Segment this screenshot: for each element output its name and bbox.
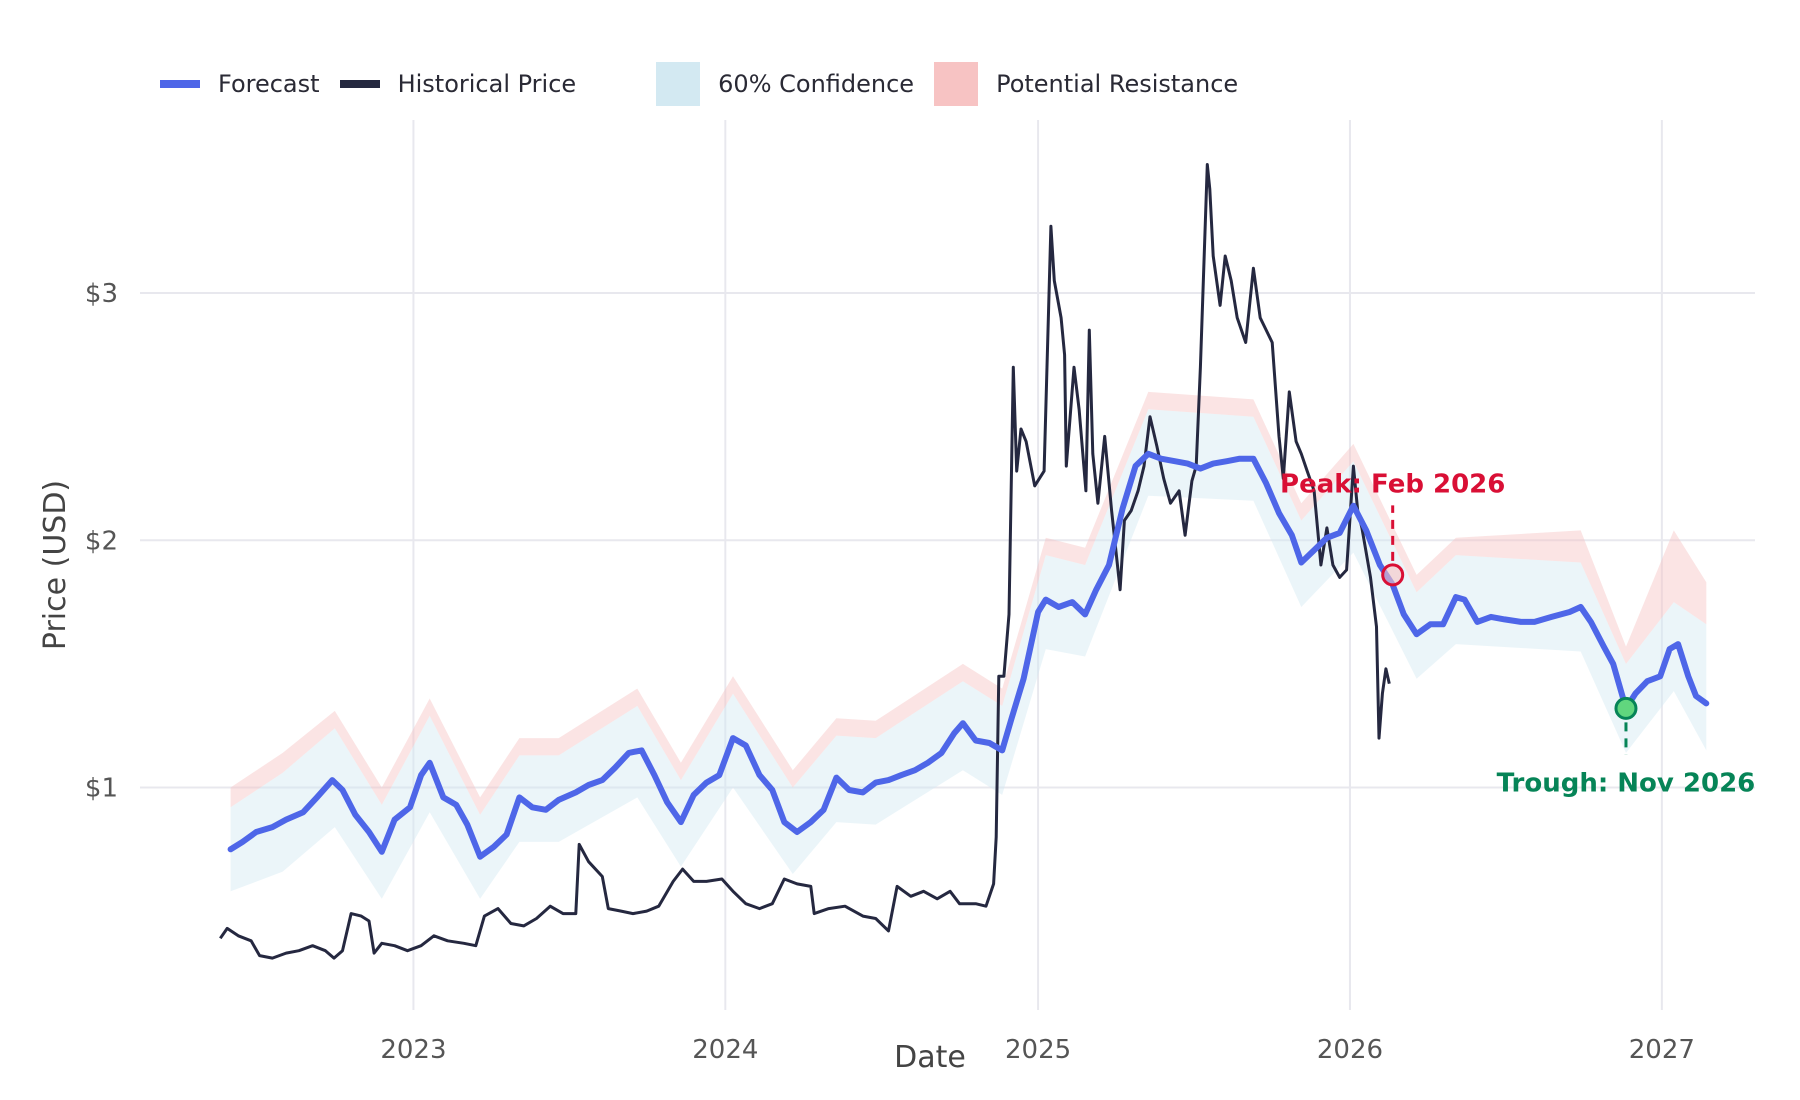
legend-forecast: Forecast	[160, 70, 320, 98]
x-tick-label: 2025	[1005, 1035, 1071, 1065]
resistance-swatch	[934, 62, 979, 106]
chart-legend: Forecast Historical Price 60% Confidence…	[160, 62, 1258, 106]
y-tick-label: $1	[85, 774, 118, 804]
legend-historical-label: Historical Price	[397, 70, 577, 98]
gridlines	[140, 120, 1755, 1010]
annotations: Peak: Feb 2026 Trough: Nov 2026	[1280, 469, 1755, 798]
y-tick-label: $3	[85, 279, 118, 309]
peak-label: Peak: Feb 2026	[1280, 469, 1505, 499]
legend-confidence-label: 60% Confidence	[718, 70, 915, 98]
historical-swatch	[339, 80, 380, 88]
historical-series	[219, 163, 1391, 960]
legend-historical: Historical Price	[339, 70, 577, 98]
x-tick-label: 2023	[380, 1035, 446, 1065]
historical-line	[219, 163, 1391, 960]
x-axis-title: Date	[894, 1040, 966, 1075]
trough-label: Trough: Nov 2026	[1497, 769, 1756, 799]
x-tick-label: 2026	[1317, 1035, 1383, 1065]
y-axis-title: Price (USD)	[38, 480, 73, 650]
trough-marker	[1614, 696, 1638, 720]
peak-marker	[1381, 563, 1405, 587]
confidence-bands	[230, 391, 1707, 899]
legend-confidence: 60% Confidence	[656, 62, 914, 106]
forecast-swatch	[160, 80, 200, 88]
confidence-swatch	[656, 62, 701, 106]
axis-labels: 2023 2024 2025 2026 2027 $1 $2 $3	[85, 279, 1695, 1065]
legend-forecast-label: Forecast	[218, 70, 320, 98]
x-tick-label: 2027	[1629, 1035, 1695, 1065]
y-tick-label: $2	[85, 526, 118, 556]
forecast-line	[227, 450, 1710, 860]
legend-resistance: Potential Resistance	[934, 62, 1238, 106]
legend-resistance-label: Potential Resistance	[996, 70, 1239, 98]
forecast-series	[227, 450, 1710, 860]
x-tick-label: 2024	[692, 1035, 758, 1065]
